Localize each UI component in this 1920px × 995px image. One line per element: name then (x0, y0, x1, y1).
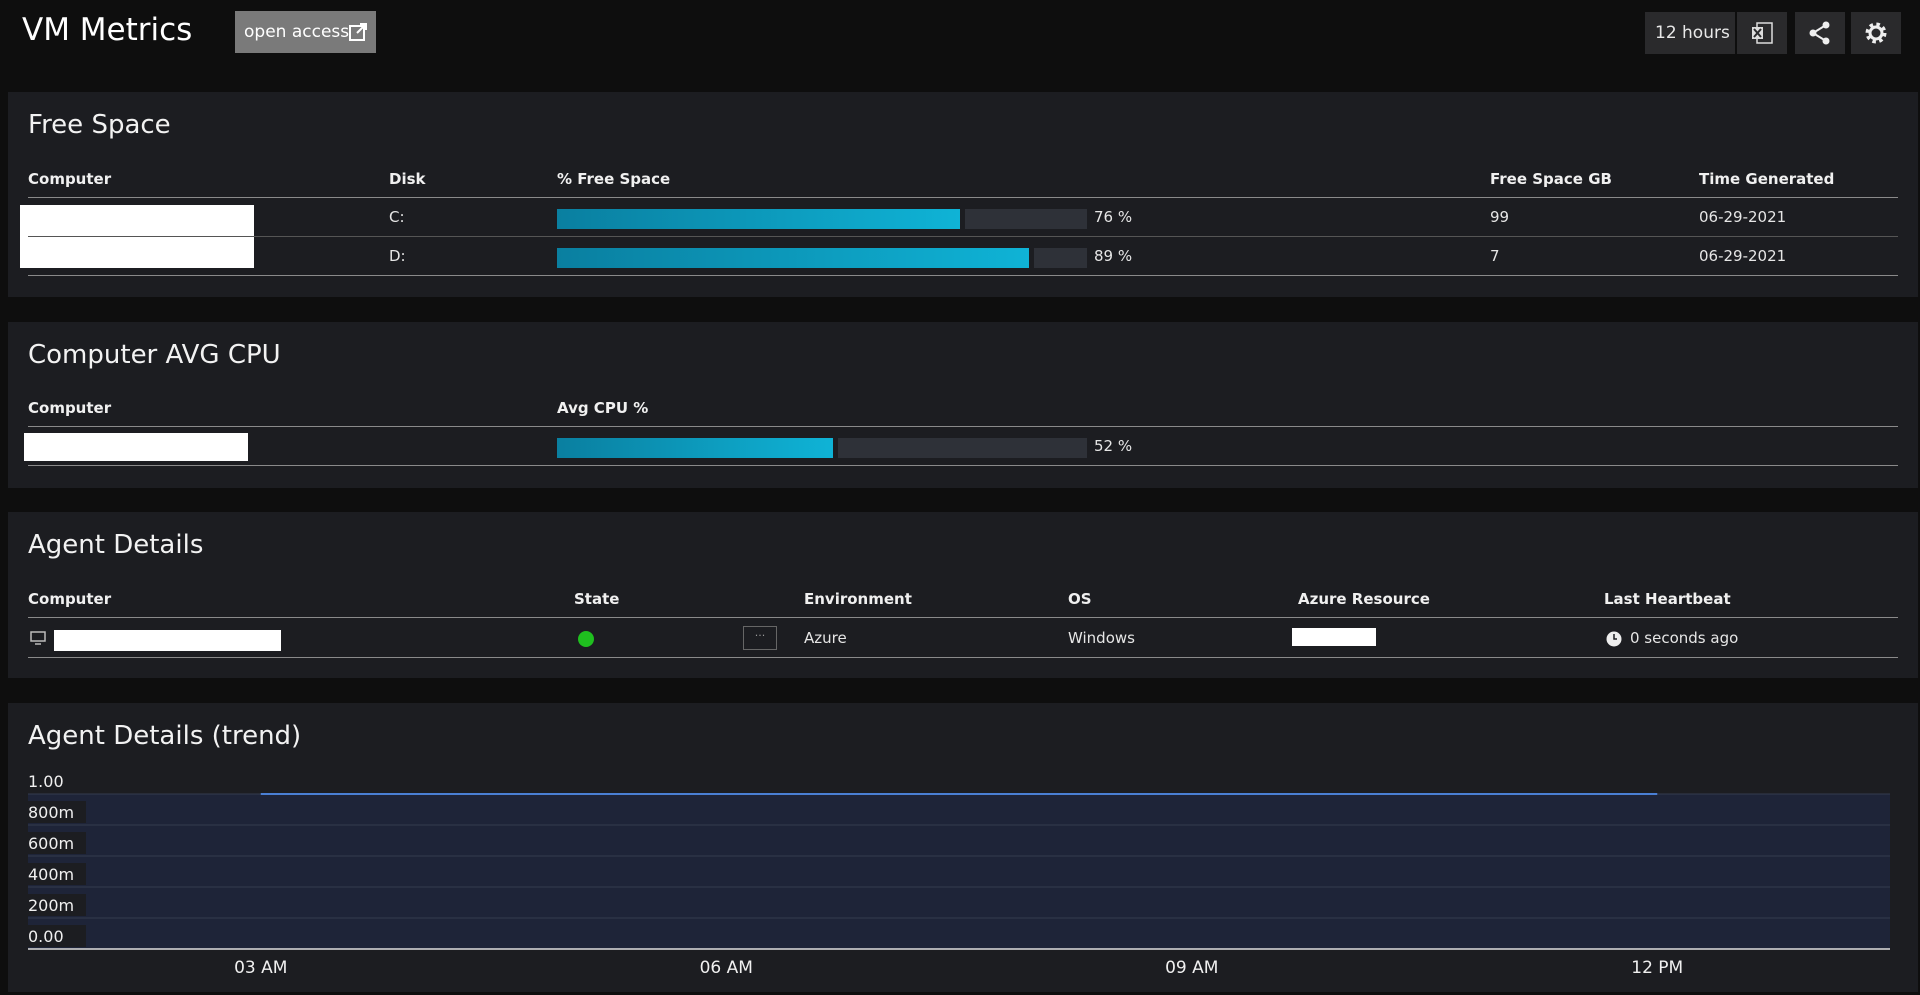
row-rule (28, 465, 1898, 466)
x-tick-label: 12 PM (1631, 958, 1683, 978)
row-rule (28, 236, 1898, 237)
percent-fill (557, 209, 960, 229)
open-access-label: open access (244, 22, 350, 42)
percent-label: 76 % (1094, 208, 1133, 226)
plot-area (28, 794, 1890, 949)
state-indicator (578, 631, 594, 647)
header-rule (28, 617, 1898, 618)
column-header: Computer (28, 590, 112, 608)
percent-remainder (1033, 248, 1087, 268)
y-tick-label: 400m (28, 865, 74, 884)
percent-label: 89 % (1094, 247, 1133, 265)
y-tick-bg (26, 894, 86, 916)
y-tick-label: 800m (28, 803, 74, 822)
panel-title: Computer AVG CPU (28, 340, 281, 370)
computer-icon (30, 631, 46, 645)
trend-panel: Agent Details (trend) 0.00 200m 400m 600m 80… (8, 703, 1918, 992)
column-header: OS (1068, 590, 1092, 608)
more-button[interactable]: ··· (743, 626, 777, 650)
time-generated: 06-29-2021 (1699, 208, 1787, 226)
y-tick-bg (26, 863, 86, 885)
y-tick-bg (26, 801, 86, 823)
percent-bar (557, 209, 1087, 229)
external-link-icon (349, 23, 367, 41)
redacted-resource (1292, 628, 1376, 646)
share-icon (1809, 21, 1830, 45)
row-rule (28, 657, 1898, 658)
column-header: State (574, 590, 620, 608)
percent-bar (557, 438, 1087, 458)
column-header: % Free Space (557, 170, 671, 188)
excel-button[interactable] (1737, 12, 1787, 54)
percent-fill (557, 248, 1029, 268)
trend-chart: 0.00 200m 400m 600m 800m 1.00 03 AM 06 AM 09 AM 1… (26, 770, 1890, 978)
disk: C: (389, 208, 405, 226)
time-range-button[interactable]: 12 hours (1645, 12, 1735, 54)
time-generated: 06-29-2021 (1699, 247, 1787, 265)
last-heartbeat: 0 seconds ago (1630, 629, 1739, 647)
y-tick-label: 200m (28, 896, 74, 915)
redacted-computer (24, 433, 248, 461)
percent-bar (557, 248, 1087, 268)
time-range-label: 12 hours (1655, 23, 1730, 43)
redacted-computer (54, 630, 281, 651)
free-space-gb: 7 (1490, 247, 1500, 265)
settings-icon (1865, 22, 1887, 44)
y-tick-label: 600m (28, 834, 74, 853)
y-tick-bg (26, 832, 86, 854)
column-header: Free Space GB (1490, 170, 1612, 188)
panel-title: Agent Details (trend) (28, 721, 302, 751)
environment: Azure (804, 629, 847, 647)
settings-button[interactable] (1851, 12, 1901, 54)
column-header: Environment (804, 590, 912, 608)
free-space-gb: 99 (1490, 208, 1510, 226)
y-tick-label: 1.00 (28, 772, 64, 791)
header-rule (28, 426, 1898, 427)
agent-details-panel: Agent Details Computer State Environment… (8, 512, 1918, 678)
excel-icon (1752, 22, 1773, 44)
column-header: Computer (28, 170, 112, 188)
column-header: Computer (28, 399, 112, 417)
y-tick-bg (26, 925, 86, 947)
y-tick-label: 0.00 (28, 927, 64, 946)
clock-icon (1606, 631, 1622, 647)
column-header: Time Generated (1699, 170, 1835, 188)
x-tick-label: 06 AM (700, 958, 753, 978)
percent-remainder (837, 438, 1087, 458)
avg-cpu-panel: Computer AVG CPU Computer Avg CPU % 52 % (8, 322, 1918, 488)
dashboard-title: VM Metrics (22, 12, 193, 48)
percent-fill (557, 438, 833, 458)
column-header: Disk (389, 170, 426, 188)
column-header: Avg CPU % (557, 399, 649, 417)
header-rule (28, 197, 1898, 198)
x-tick-label: 03 AM (234, 958, 287, 978)
free-space-panel: Free Space Computer Disk % Free Space Fr… (8, 92, 1918, 297)
open-access-button[interactable]: open access (235, 11, 376, 53)
os: Windows (1068, 629, 1135, 647)
column-header: Azure Resource (1298, 590, 1430, 608)
y-tick-bg (26, 770, 86, 792)
panel-title: Agent Details (28, 530, 204, 560)
panel-title: Free Space (28, 110, 171, 140)
share-button[interactable] (1795, 12, 1845, 54)
column-header: Last Heartbeat (1604, 590, 1731, 608)
percent-label: 52 % (1094, 437, 1133, 455)
percent-remainder (964, 209, 1087, 229)
row-rule (28, 275, 1898, 276)
disk: D: (389, 247, 406, 265)
x-tick-label: 09 AM (1165, 958, 1218, 978)
